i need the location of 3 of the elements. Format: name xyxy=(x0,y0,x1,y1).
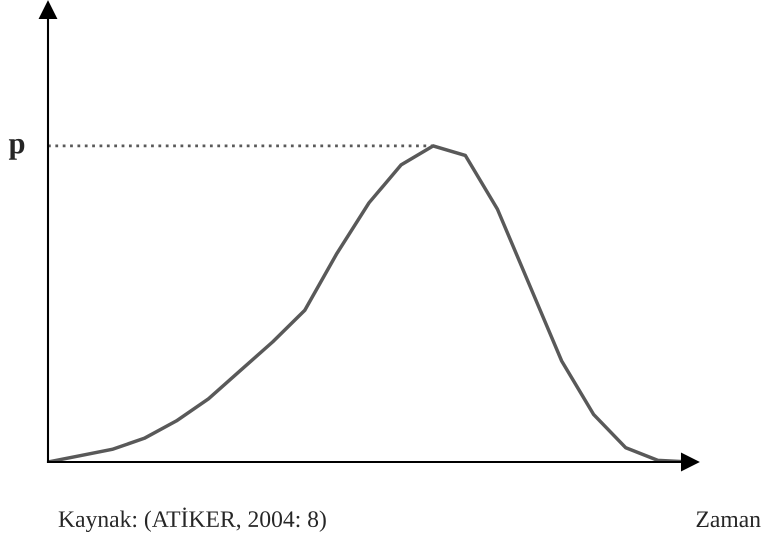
x-axis-title: Zaman xyxy=(696,512,761,528)
ref-line-label: p xyxy=(8,138,24,160)
text: Kaynak: (ATİKER, 2004: 8) xyxy=(58,507,326,532)
